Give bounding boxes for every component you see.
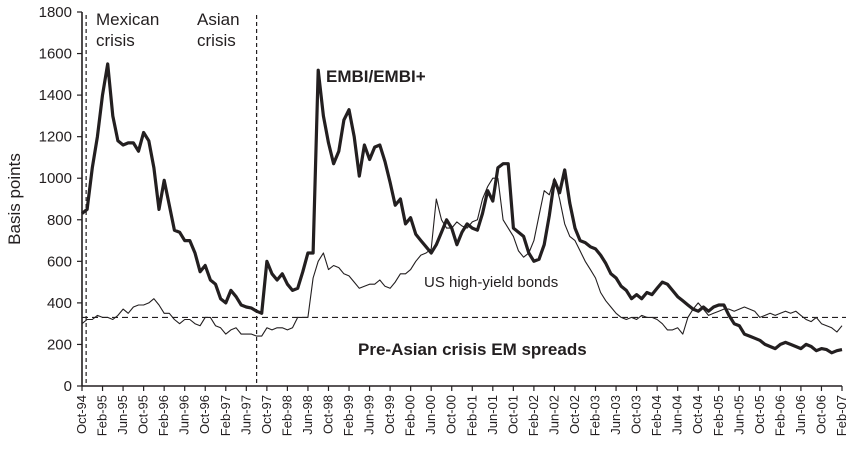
crisis-markers <box>85 15 258 386</box>
x-tick-label: Oct-98 <box>320 395 335 434</box>
x-tick-label: Feb-99 <box>341 395 356 436</box>
x-tick-label: Oct-03 <box>629 395 644 434</box>
us-high-yield-series-label: US high-yield bonds <box>424 274 558 291</box>
x-tick-label: Oct-05 <box>752 395 767 434</box>
x-tick-label: Jun-01 <box>485 395 500 435</box>
x-tick-label: Jun-99 <box>362 395 377 435</box>
y-tick-label: 1600 <box>39 46 72 63</box>
x-tick-label: Feb-97 <box>218 395 233 436</box>
x-tick-label: Jun-95 <box>115 395 130 435</box>
y-tick-label: 600 <box>47 253 72 270</box>
x-tick-label: Feb-98 <box>279 395 294 436</box>
y-axis: 0 200 400 600 800 1000 1200 1400 1600 1800 <box>39 4 83 395</box>
x-tick-label: Oct-06 <box>813 395 828 434</box>
x-tick-label: Jun-05 <box>731 395 746 435</box>
x-tick-label: Jun-00 <box>423 395 438 435</box>
x-tick-label: Oct-94 <box>74 395 89 434</box>
x-tick-label: Jun-96 <box>177 395 192 435</box>
embi-line <box>80 62 843 355</box>
x-tick-label: Jun-04 <box>670 395 685 435</box>
y-tick-label: 1000 <box>39 170 72 187</box>
x-tick-label: Oct-96 <box>197 395 212 434</box>
y-tick-label: 1400 <box>39 87 72 104</box>
x-axis: Oct-94 Feb-95 Jun-95 Oct-95 Feb-96 Jun-96 Oct-… <box>74 385 849 436</box>
asian-crisis-label-line2: crisis <box>197 31 236 50</box>
x-tick-label: Feb-05 <box>711 395 726 436</box>
x-tick-label: Jun-98 <box>300 395 315 435</box>
x-tick-label: Feb-95 <box>95 395 110 436</box>
x-tick-label: Oct-97 <box>259 395 274 434</box>
x-tick-label: Jun-02 <box>546 395 561 435</box>
y-tick-label: 1200 <box>39 129 72 146</box>
x-tick-label: Oct-04 <box>690 395 705 434</box>
x-tick-label: Feb-04 <box>649 395 664 436</box>
us-high-yield-line <box>81 177 843 337</box>
y-tick-label: 0 <box>64 378 72 395</box>
mexican-crisis-label-line2: crisis <box>96 31 135 50</box>
embi-series-label: EMBI/EMBI+ <box>326 67 426 86</box>
x-tick-label: Jun-03 <box>608 395 623 435</box>
x-tick-label: Oct-99 <box>382 395 397 434</box>
x-tick-label: Feb-96 <box>156 395 171 436</box>
y-tick-label: 1800 <box>39 4 72 21</box>
x-tick-label: Feb-02 <box>526 395 541 436</box>
x-tick-label: Feb-00 <box>403 395 418 436</box>
asian-crisis-label-line1: Asian <box>197 10 240 29</box>
pre-asian-crisis-label: Pre-Asian crisis EM spreads <box>358 340 587 359</box>
x-tick-label: Jun-97 <box>238 395 253 435</box>
x-tick-label: Feb-03 <box>588 395 603 436</box>
y-axis-title: Basis points <box>5 153 24 245</box>
x-tick-label: Oct-01 <box>505 395 520 434</box>
series-lines <box>80 62 846 355</box>
x-tick-label: Jun-06 <box>793 395 808 435</box>
y-tick-label: 200 <box>47 336 72 353</box>
x-tick-label: Oct-02 <box>567 395 582 434</box>
x-tick-label: Feb-07 <box>834 395 849 436</box>
y-tick-label: 400 <box>47 295 72 312</box>
x-tick-label: Oct-95 <box>136 395 151 434</box>
mexican-crisis-label-line1: Mexican <box>96 10 159 29</box>
x-tick-label: Oct-00 <box>444 395 459 434</box>
x-tick-label: Feb-06 <box>772 395 787 436</box>
y-tick-label: 800 <box>47 212 72 229</box>
x-tick-label: Feb-01 <box>464 395 479 436</box>
